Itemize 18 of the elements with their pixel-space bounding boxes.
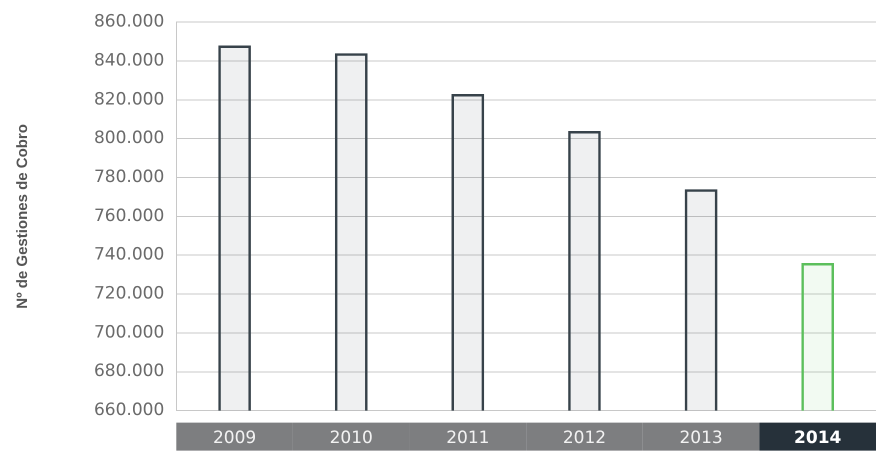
y-tick-label: 760.000 <box>94 206 164 226</box>
y-tick-label: 740.000 <box>94 244 164 265</box>
y-tick-label: 800.000 <box>94 128 164 148</box>
y-axis-title: Nº de Gestiones de Cobro <box>14 124 32 309</box>
x-tick-label: 2014 <box>794 428 842 448</box>
y-tick-label: 780.000 <box>94 166 164 187</box>
y-tick-label: 820.000 <box>94 89 164 110</box>
y-tick-label: 660.000 <box>94 400 164 420</box>
x-tick-label: 2012 <box>562 428 606 448</box>
x-tick-label: 2009 <box>212 428 256 448</box>
y-tick-label: 860.000 <box>94 12 164 32</box>
x-tick-label: 2011 <box>446 428 490 448</box>
x-tick-label: 2013 <box>679 428 723 448</box>
y-tick-label: 720.000 <box>94 284 164 304</box>
y-tick-label: 680.000 <box>94 361 164 382</box>
x-tick-label: 2010 <box>330 428 373 448</box>
y-tick-label: 840.000 <box>94 50 164 70</box>
y-tick-label: 700.000 <box>94 322 164 342</box>
